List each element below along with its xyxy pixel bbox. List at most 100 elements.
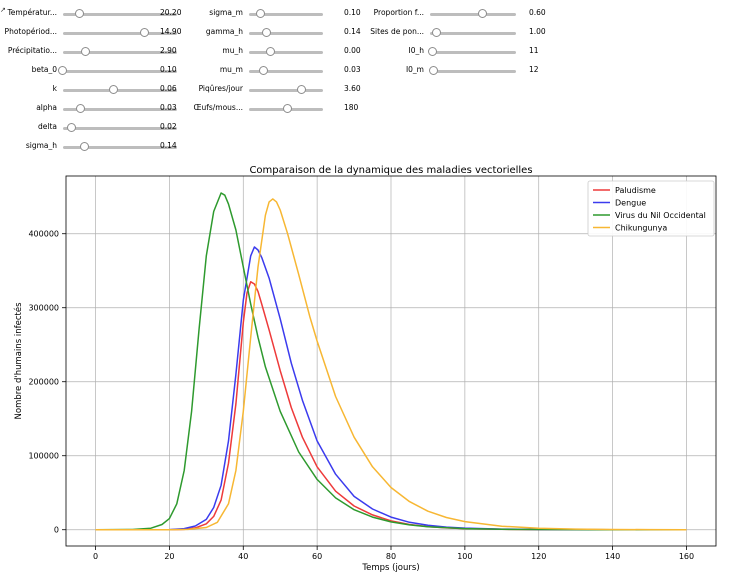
slider-mu-h[interactable]: mu_h 0.00 bbox=[0, 44, 734, 60]
slider-handle[interactable] bbox=[80, 47, 90, 56]
slider-alpha[interactable]: alpha 0.03 bbox=[0, 101, 734, 117]
slider-value: 12 bbox=[529, 65, 539, 74]
slider-label: Proportion f... bbox=[373, 8, 424, 17]
slider-value: 0.14 bbox=[344, 27, 361, 36]
slider-track[interactable] bbox=[63, 70, 177, 73]
y-tick-label: 200000 bbox=[28, 378, 59, 387]
slider-label: Précipitatio... bbox=[7, 46, 57, 55]
slider-handle[interactable] bbox=[140, 28, 150, 37]
slider-value: 180 bbox=[344, 103, 359, 112]
slider-handle[interactable] bbox=[109, 85, 119, 94]
slider-proportion-f[interactable]: Proportion f... 0.60 bbox=[0, 6, 734, 22]
slider-handle[interactable] bbox=[428, 47, 438, 56]
slider-mu-m[interactable]: mu_m 0.03 bbox=[0, 63, 734, 79]
slider-track[interactable] bbox=[430, 70, 516, 73]
slider-value: 0.60 bbox=[529, 8, 546, 17]
legend-label: Chikungunya bbox=[615, 224, 667, 233]
slider-temperature[interactable]: Températur... 20.20 bbox=[0, 6, 734, 22]
x-tick-label: 120 bbox=[531, 552, 546, 561]
slider-handle[interactable] bbox=[266, 47, 276, 56]
slider-sigma-h[interactable]: sigma_h 0.14 bbox=[0, 139, 734, 155]
slider-i0-h[interactable]: I0_h 11 bbox=[0, 44, 734, 60]
slider-sites-ponte[interactable]: Sites de pon... 1.00 bbox=[0, 25, 734, 41]
x-axis: 0 20 40 60 80 100 120 140 160 bbox=[93, 546, 694, 561]
slider-handle[interactable] bbox=[478, 9, 488, 18]
slider-label: Sites de pon... bbox=[370, 27, 424, 36]
slider-handle[interactable] bbox=[76, 104, 86, 113]
slider-track[interactable] bbox=[249, 32, 323, 35]
slider-handle[interactable] bbox=[429, 66, 439, 75]
slider-track[interactable] bbox=[430, 13, 516, 16]
slider-label: sigma_h bbox=[25, 141, 57, 150]
slider-handle[interactable] bbox=[58, 66, 67, 75]
slider-track[interactable] bbox=[63, 32, 177, 35]
x-axis-label: Temps (jours) bbox=[361, 563, 419, 573]
slider-piqures-jour[interactable]: Piqûres/jour 3.60 bbox=[0, 82, 734, 98]
slider-handle[interactable] bbox=[67, 123, 77, 132]
slider-delta[interactable]: delta 0.02 bbox=[0, 120, 734, 136]
y-tick-label: 300000 bbox=[28, 304, 59, 313]
slider-handle[interactable] bbox=[75, 9, 85, 18]
slider-handle[interactable] bbox=[431, 28, 441, 37]
slider-track[interactable] bbox=[249, 13, 323, 16]
x-tick-label: 0 bbox=[93, 552, 98, 561]
y-tick-label: 400000 bbox=[28, 230, 59, 239]
slider-label: Photopériod... bbox=[4, 27, 57, 36]
slider-label: k bbox=[52, 84, 57, 93]
slider-value: 2.90 bbox=[160, 46, 177, 55]
slider-label: Piqûres/jour bbox=[198, 84, 243, 93]
x-tick-label: 160 bbox=[679, 552, 694, 561]
slider-value: 1.00 bbox=[529, 27, 546, 36]
slider-value: 0.03 bbox=[160, 103, 177, 112]
slider-track[interactable] bbox=[63, 51, 177, 54]
slider-track[interactable] bbox=[249, 89, 323, 92]
slider-gamma-h[interactable]: gamma_h 0.14 bbox=[0, 25, 734, 41]
slider-value: 0.00 bbox=[344, 46, 361, 55]
slider-handle[interactable] bbox=[261, 28, 271, 37]
series-line-virus-du-nil-occidental bbox=[95, 192, 687, 531]
slider-label: mu_h bbox=[222, 46, 243, 55]
slider-label: alpha bbox=[36, 103, 57, 112]
slider-label: I0_m bbox=[405, 65, 424, 74]
legend: Paludisme Dengue Virus du Nil Occidental Ch… bbox=[587, 180, 715, 237]
slider-track[interactable] bbox=[249, 70, 323, 73]
legend-label: Paludisme bbox=[615, 186, 656, 195]
slider-oeufs-moustique[interactable]: Œufs/mous... 180 bbox=[0, 101, 734, 117]
slider-sigma-m[interactable]: sigma_m 0.10 bbox=[0, 6, 734, 22]
slider-photoperiod[interactable]: Photopériod... 14.90 bbox=[0, 25, 734, 41]
legend-label: Virus du Nil Occidental bbox=[615, 211, 706, 220]
slider-handle[interactable] bbox=[283, 104, 293, 113]
legend-box bbox=[587, 180, 715, 237]
y-tick-label: 100000 bbox=[28, 452, 59, 461]
slider-track[interactable] bbox=[63, 146, 177, 149]
slider-track[interactable] bbox=[63, 127, 177, 130]
slider-value: 14.90 bbox=[160, 27, 182, 36]
slider-precipitation[interactable]: Précipitatio... 2.90 bbox=[0, 44, 734, 60]
series-line-chikungunya bbox=[95, 198, 687, 531]
slider-value: 0.06 bbox=[160, 84, 177, 93]
vector-disease-chart: Comparaison de la dynamique des maladies… bbox=[13, 165, 717, 573]
slider-value: 0.10 bbox=[344, 8, 361, 17]
slider-value: 0.02 bbox=[160, 122, 177, 131]
slider-track[interactable] bbox=[430, 51, 516, 54]
slider-value: 11 bbox=[529, 46, 539, 55]
slider-track[interactable] bbox=[63, 89, 177, 92]
slider-handle[interactable] bbox=[297, 85, 307, 94]
slider-handle[interactable] bbox=[79, 142, 89, 151]
y-axis-label: Nombre d'humains infectés bbox=[13, 302, 24, 420]
slider-handle[interactable] bbox=[255, 9, 265, 18]
slider-track[interactable] bbox=[430, 32, 516, 35]
x-tick-label: 100 bbox=[457, 552, 472, 561]
slider-beta-0[interactable]: beta_0 0.10 bbox=[0, 63, 734, 79]
slider-value: 0.03 bbox=[344, 65, 361, 74]
slider-value: 0.14 bbox=[160, 141, 177, 150]
slider-label: Œufs/mous... bbox=[193, 103, 243, 112]
slider-handle[interactable] bbox=[258, 66, 268, 75]
x-tick-label: 20 bbox=[164, 552, 174, 561]
slider-track[interactable] bbox=[249, 51, 323, 54]
slider-track[interactable] bbox=[63, 108, 177, 111]
slider-track[interactable] bbox=[63, 13, 177, 16]
slider-k[interactable]: k 0.06 bbox=[0, 82, 734, 98]
slider-i0-m[interactable]: I0_m 12 bbox=[0, 63, 734, 79]
y-tick-label: 0 bbox=[54, 526, 59, 535]
